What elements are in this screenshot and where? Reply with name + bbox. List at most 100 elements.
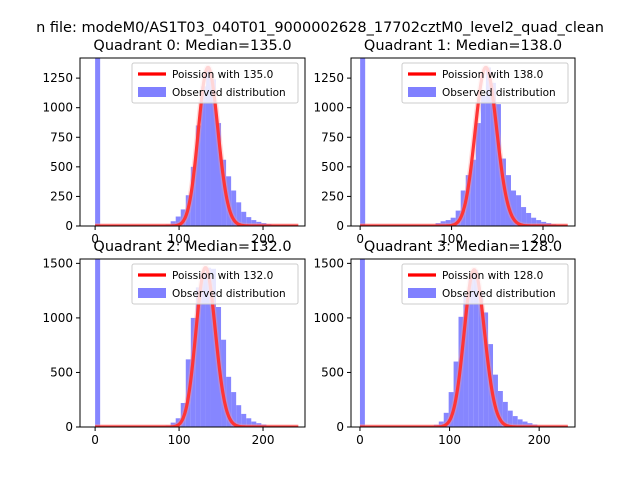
hist-bar	[480, 95, 486, 226]
hist-bar	[478, 292, 484, 427]
axes-frame: 0 100 200 0 500 1000 1500	[42, 256, 306, 447]
legend-box	[401, 62, 569, 104]
legend-hist-label: Observed distribution	[172, 87, 286, 99]
axes-frame: 0 100 200 0 250 500 750 1000 1250	[313, 57, 576, 246]
hist-bar	[468, 278, 474, 427]
hist-bar	[221, 159, 227, 226]
y-tick-label: 250	[50, 189, 73, 203]
chart-title: Quadrant 0: Median=135.0	[93, 38, 291, 54]
hist-bar	[512, 416, 518, 427]
hist-bar	[517, 419, 523, 427]
legend-hist-swatch	[408, 288, 436, 298]
poisson-curve	[94, 65, 300, 226]
hist-bar	[438, 421, 444, 427]
x-tick-label: 100	[168, 433, 191, 447]
legend: Poission with 128.0 Observed distribution	[401, 263, 569, 305]
x-tick-label: 100	[168, 232, 191, 246]
y-tick-label: 500	[50, 365, 73, 379]
hist-bar	[541, 221, 547, 226]
hist-bar	[450, 217, 456, 226]
hist-bar	[526, 212, 532, 226]
hist-bar	[205, 267, 211, 427]
hist-bar	[440, 221, 446, 226]
chart-quadrant-0: 0 100 200 0 250 500 750 1000 1250 Quadrant 0: Med…	[42, 38, 306, 246]
axes-border	[350, 57, 576, 227]
figure-suptitle: n file: modeM0/AS1T03_040T01_9000002628_…	[36, 20, 604, 36]
y-tick-label: 1000	[42, 311, 73, 325]
hist-bar	[511, 190, 517, 226]
hist-bar	[175, 216, 181, 226]
hist-bar	[445, 220, 451, 226]
poisson-curve	[359, 268, 569, 427]
hist-bar	[210, 268, 217, 427]
legend: Poission with 132.0 Observed distribution	[131, 263, 299, 305]
hist-bar	[231, 392, 237, 427]
x-tick-label: 200	[532, 232, 555, 246]
chart-title: Quadrant 2: Median=132.0	[93, 239, 291, 255]
poisson-curve	[94, 266, 300, 427]
hist-bar	[251, 220, 257, 226]
legend-poisson-label: Poission with 135.0	[172, 69, 273, 81]
x-tick-label: 0	[91, 433, 99, 447]
hist-bar	[246, 217, 252, 226]
hist-bar	[507, 410, 513, 427]
hist-bar	[490, 82, 496, 226]
legend-poisson-label: Poission with 132.0	[172, 270, 273, 282]
axes-border	[79, 57, 306, 227]
x-tick-label: 200	[528, 433, 551, 447]
legend-hist-label: Observed distribution	[442, 288, 556, 300]
y-tick-label: 500	[321, 160, 344, 174]
hist-bar	[216, 123, 222, 226]
hist-bar	[495, 104, 501, 226]
poisson-curve-glow	[359, 266, 568, 427]
hist-bar	[221, 339, 227, 427]
hist-bar	[241, 211, 247, 226]
axes-frame: 0 100 200 0 250 500 750 1000 1250	[42, 57, 306, 246]
hist-bar	[500, 158, 506, 226]
y-tick-label: 500	[50, 160, 73, 174]
hist-bar	[527, 423, 533, 427]
hist-bar	[175, 418, 181, 427]
y-tick-label: 1000	[313, 311, 344, 325]
y-tick-label: 0	[65, 219, 73, 233]
y-tick-label: 750	[50, 130, 73, 144]
y-tick-label: 1500	[42, 256, 73, 270]
x-tick-label: 0	[356, 433, 364, 447]
hist-bar	[170, 422, 176, 427]
hist-bar	[195, 125, 201, 226]
x-tick-label: 100	[440, 232, 463, 246]
hist-bar	[497, 391, 503, 427]
plot-marks	[94, 58, 300, 226]
plot-marks	[94, 259, 300, 427]
poisson-curve-glow	[95, 64, 299, 226]
legend-poisson-label: Poission with 138.0	[442, 69, 543, 81]
hist-bar	[536, 220, 542, 226]
x-tick-label: 0	[91, 232, 99, 246]
poisson-curve-glow	[95, 264, 299, 427]
legend: Poission with 138.0 Observed distribution	[401, 62, 569, 104]
x-tick-label: 100	[438, 433, 461, 447]
hist-bar	[483, 312, 489, 427]
plot-marks	[359, 259, 569, 427]
hist-bar	[200, 86, 206, 226]
legend-box	[131, 62, 299, 104]
axes-border	[79, 258, 306, 428]
hist-bar	[359, 259, 365, 427]
chart-quadrant-3: 0 100 200 0 500 1000 1500 Quadrant 3: Median=12…	[313, 239, 576, 447]
y-tick-label: 500	[321, 365, 344, 379]
y-tick-label: 1500	[313, 256, 344, 270]
y-tick-label: 0	[336, 420, 344, 434]
y-tick-label: 1000	[42, 101, 73, 115]
hist-bar	[475, 123, 481, 226]
hist-bar	[455, 210, 461, 226]
hist-bar	[531, 217, 537, 226]
hist-bar	[195, 287, 201, 427]
chart-quadrant-2: 0 100 200 0 500 1000 1500 Quadrant 2: Median=13…	[42, 239, 306, 447]
legend: Poission with 135.0 Observed distribution	[131, 62, 299, 104]
hist-bar	[470, 159, 476, 226]
y-tick-label: 1250	[42, 71, 73, 85]
x-tick-label: 0	[356, 232, 364, 246]
hist-bar	[210, 79, 217, 226]
y-tick-label: 0	[336, 219, 344, 233]
